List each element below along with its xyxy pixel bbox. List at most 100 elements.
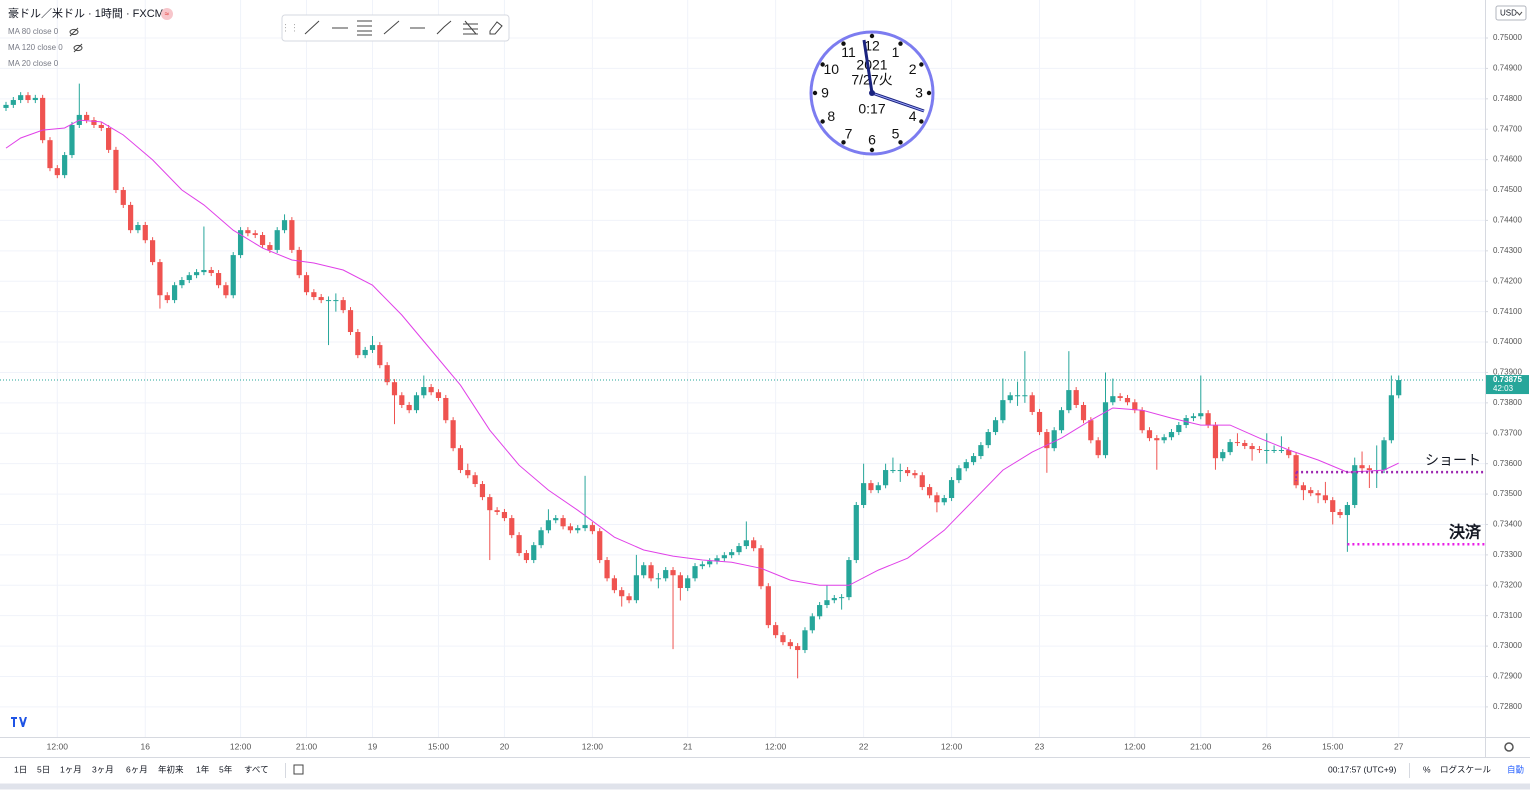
candle-body xyxy=(1359,465,1365,469)
hidden-eye-icon[interactable] xyxy=(73,44,83,52)
candle-body xyxy=(208,269,214,274)
x-tick-label: 21:00 xyxy=(296,741,318,751)
range-button[interactable]: 5日 xyxy=(37,764,50,774)
candle-body xyxy=(186,275,192,281)
currency-select[interactable] xyxy=(1495,5,1527,21)
candle-body xyxy=(1227,442,1233,453)
auto-toggle[interactable]: 自動 xyxy=(1507,764,1524,774)
candle-body xyxy=(1242,442,1248,447)
candle-body xyxy=(106,128,112,150)
candle-body xyxy=(259,235,266,246)
settings-gear[interactable] xyxy=(1504,742,1514,752)
candle-body xyxy=(648,565,654,579)
x-tick-label: 16 xyxy=(141,741,151,751)
tool-trend-line[interactable] xyxy=(304,20,320,35)
candle-body xyxy=(1124,397,1131,403)
candle-body xyxy=(406,404,412,411)
candle-body xyxy=(1080,404,1087,421)
x-tick-label: 22 xyxy=(859,741,869,751)
candle-body xyxy=(1029,395,1035,412)
y-tick-label: 0.73400 xyxy=(1493,520,1522,529)
candle-body xyxy=(120,190,126,205)
candle-body xyxy=(846,560,852,598)
currency-label: USD xyxy=(1500,9,1517,18)
candle-body xyxy=(1117,396,1123,398)
range-button[interactable]: 6ヶ月 xyxy=(126,764,148,774)
y-tick-label: 0.72800 xyxy=(1493,702,1522,711)
candle-body xyxy=(1102,402,1109,456)
candle-body xyxy=(934,495,940,503)
range-button[interactable]: 5年 xyxy=(219,764,233,774)
candle-body xyxy=(457,448,464,471)
candle-body xyxy=(611,578,617,591)
x-tick-label: 15:00 xyxy=(428,741,450,751)
candle-body xyxy=(809,616,815,631)
range-button[interactable]: 1ヶ月 xyxy=(60,764,82,774)
range-button[interactable]: 1年 xyxy=(196,764,210,774)
candle-body xyxy=(802,630,808,651)
tool-regression[interactable] xyxy=(463,20,478,35)
candle-body xyxy=(1007,395,1013,401)
candle-body xyxy=(714,558,720,562)
plot xyxy=(0,83,1485,679)
y-tick-label: 0.73000 xyxy=(1493,641,1522,650)
candle-body xyxy=(743,540,749,547)
clock-dot xyxy=(820,62,825,67)
candle-body xyxy=(281,220,288,231)
candle-body xyxy=(883,470,889,486)
x-tick-label: 12:00 xyxy=(1124,741,1146,751)
hidden-eye-icon[interactable] xyxy=(69,28,79,36)
candle-body xyxy=(10,100,16,105)
candle-body xyxy=(171,285,178,301)
clock-numeral: 12 xyxy=(864,38,880,54)
y-tick-label: 0.74800 xyxy=(1493,94,1522,103)
candle-body xyxy=(1161,437,1167,441)
candle-body xyxy=(780,635,786,643)
candle-body xyxy=(428,387,434,393)
clock-numeral: 7 xyxy=(845,125,853,141)
candle-body xyxy=(875,485,881,491)
candle-body xyxy=(1388,395,1394,441)
candle-body xyxy=(32,97,38,101)
clock-dot xyxy=(898,140,903,145)
y-tick-label: 0.74200 xyxy=(1493,276,1522,285)
clock-numeral: 4 xyxy=(909,108,917,124)
range-button[interactable]: 年初来 xyxy=(158,764,184,774)
candle-body xyxy=(274,230,280,250)
clock-dot xyxy=(841,140,846,145)
candle-body xyxy=(384,365,390,383)
date-range-icon[interactable] xyxy=(293,764,304,775)
y-tick-label: 0.73900 xyxy=(1493,368,1522,377)
percent-toggle[interactable]: % xyxy=(1423,764,1431,774)
candle-body xyxy=(113,149,119,191)
range-button[interactable]: 1日 xyxy=(14,764,27,774)
candle-body xyxy=(1044,432,1050,449)
candle-body xyxy=(91,120,97,125)
candle-body xyxy=(62,155,68,176)
tool-ray[interactable] xyxy=(383,20,400,35)
candle-body xyxy=(1234,442,1241,444)
clock-numeral: 2 xyxy=(909,61,917,77)
candle-body xyxy=(970,456,977,463)
range-button[interactable]: 3ヶ月 xyxy=(92,764,114,774)
candle-body xyxy=(655,578,661,580)
range-button[interactable]: すべて xyxy=(244,764,269,774)
grid xyxy=(0,0,1485,737)
candle-body xyxy=(626,596,632,601)
candle-body xyxy=(1190,416,1197,419)
drag-handle[interactable]: ⋮⋮ xyxy=(281,22,299,32)
candle-body xyxy=(1308,490,1314,494)
candle-body xyxy=(1205,413,1211,426)
tool-fib[interactable] xyxy=(357,20,372,36)
candle-body xyxy=(54,168,60,176)
tool-eraser[interactable] xyxy=(489,21,503,35)
log-toggle[interactable]: ログスケール xyxy=(1440,764,1492,774)
candle-body xyxy=(47,140,53,169)
market-badge[interactable] xyxy=(161,8,173,20)
toolbar-clock[interactable]: 00:17:57 (UTC+9) xyxy=(1328,764,1396,774)
tool-path[interactable] xyxy=(436,20,452,35)
candle-body xyxy=(985,432,991,446)
currency-caret xyxy=(1516,11,1523,16)
candle-body xyxy=(421,387,427,396)
x-tick-label: 12:00 xyxy=(941,741,963,751)
